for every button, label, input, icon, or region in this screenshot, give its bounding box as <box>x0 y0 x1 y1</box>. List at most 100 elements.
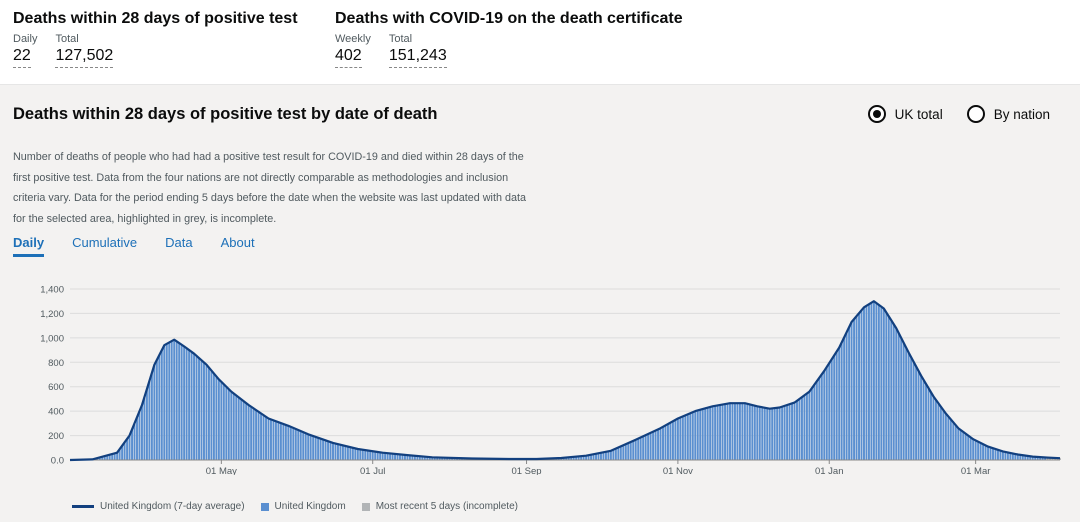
x-tick-label: 01 May <box>206 466 237 475</box>
daily-bar <box>736 403 739 460</box>
daily-bar <box>681 416 684 460</box>
daily-bar <box>602 452 605 460</box>
daily-bar <box>441 457 444 460</box>
daily-bar <box>314 436 317 460</box>
tab-daily[interactable]: Daily <box>13 235 45 257</box>
tab-cumulative[interactable]: Cumulative <box>72 235 138 250</box>
daily-bar <box>289 426 292 460</box>
radio-by-nation[interactable]: By nation <box>966 105 1050 123</box>
metric-label: Total <box>55 33 79 45</box>
daily-bar <box>890 320 893 460</box>
daily-bar <box>637 438 640 460</box>
daily-bar <box>647 434 650 460</box>
radio-uk-total[interactable]: UK total <box>867 105 943 123</box>
daily-bar <box>126 438 129 460</box>
daily-bar <box>808 391 811 460</box>
metric-value[interactable]: 22 <box>13 46 31 68</box>
daily-bar <box>800 397 803 460</box>
daily-bar <box>609 450 612 460</box>
legend-item-daily[interactable]: United Kingdom <box>260 501 346 512</box>
daily-bar <box>838 347 841 460</box>
daily-bar <box>337 444 339 460</box>
daily-bar <box>274 421 277 460</box>
daily-bar <box>662 426 664 460</box>
daily-bar <box>1019 454 1022 460</box>
daily-bar <box>778 407 781 460</box>
daily-bar <box>704 408 707 460</box>
card-title: Deaths within 28 days of positive test b… <box>13 105 438 123</box>
daily-bar <box>227 389 230 460</box>
legend-label: United Kingdom (7-day average) <box>100 501 245 512</box>
daily-bar <box>761 407 764 460</box>
daily-bar <box>791 403 793 460</box>
daily-bar <box>632 440 635 460</box>
daily-bar <box>853 319 856 460</box>
daily-bar <box>423 456 426 460</box>
radio-unselected-icon[interactable] <box>966 105 985 123</box>
legend-box-swatch <box>361 502 370 511</box>
daily-bar <box>748 404 751 460</box>
tab-data[interactable]: Data <box>165 235 193 250</box>
metric-value[interactable]: 127,502 <box>55 46 114 68</box>
daily-bar <box>279 423 282 460</box>
daily-bar <box>674 419 677 460</box>
daily-bar <box>999 450 1002 460</box>
daily-bar <box>590 454 593 460</box>
daily-bar <box>974 440 977 460</box>
daily-bar <box>103 456 106 460</box>
x-tick-label: 01 Sep <box>511 466 541 475</box>
daily-bar <box>957 428 960 460</box>
daily-bar <box>267 418 270 460</box>
daily-bar <box>939 406 942 460</box>
daily-bar <box>597 453 600 460</box>
daily-bar <box>426 456 429 460</box>
daily-bar <box>830 359 833 460</box>
metric-value[interactable]: 151,243 <box>388 46 447 68</box>
daily-bar <box>649 432 652 460</box>
daily-bar <box>639 437 642 460</box>
daily-bar <box>1039 457 1042 460</box>
daily-bar <box>756 406 759 460</box>
daily-bar <box>987 446 990 460</box>
metric-label: Daily <box>13 33 38 45</box>
daily-bar <box>644 435 647 460</box>
daily-bar <box>875 303 878 460</box>
daily-bar <box>912 361 915 460</box>
daily-bar <box>118 449 121 460</box>
legend-item-average[interactable]: United Kingdom (7-day average) <box>72 501 245 512</box>
daily-bar <box>664 425 667 460</box>
radio-label: UK total <box>894 106 943 122</box>
chart-description: Number of deaths of people who had had a… <box>13 151 526 225</box>
daily-bar <box>733 403 736 460</box>
metric-weekly: Weekly 402 <box>335 33 371 68</box>
daily-bar <box>659 428 662 460</box>
daily-bar <box>937 403 940 460</box>
daily-bar <box>984 445 987 460</box>
tab-about[interactable]: About <box>220 235 255 250</box>
daily-bar <box>820 374 823 460</box>
daily-bar <box>989 447 992 460</box>
daily-bar <box>716 405 719 460</box>
daily-bar <box>642 436 645 460</box>
daily-bar <box>617 447 620 460</box>
daily-bar <box>327 441 330 460</box>
daily-bar <box>934 399 937 460</box>
metric-value[interactable]: 402 <box>335 46 362 68</box>
daily-bar <box>967 435 970 460</box>
radio-selected-icon[interactable] <box>867 105 886 123</box>
daily-bar <box>364 450 367 460</box>
daily-bar <box>709 406 712 460</box>
daily-bar <box>262 415 265 460</box>
legend-item-incomplete[interactable]: Most recent 5 days (incomplete) <box>361 501 518 512</box>
daily-bar <box>317 437 320 460</box>
daily-bar <box>1024 455 1027 460</box>
daily-bar <box>284 424 287 460</box>
daily-bar <box>203 362 205 460</box>
daily-bar <box>833 355 836 460</box>
daily-bar <box>882 308 885 460</box>
daily-bar <box>731 403 734 460</box>
daily-bar <box>150 372 153 460</box>
daily-bar <box>277 422 280 460</box>
daily-bar <box>255 410 258 460</box>
daily-bar <box>140 405 143 460</box>
